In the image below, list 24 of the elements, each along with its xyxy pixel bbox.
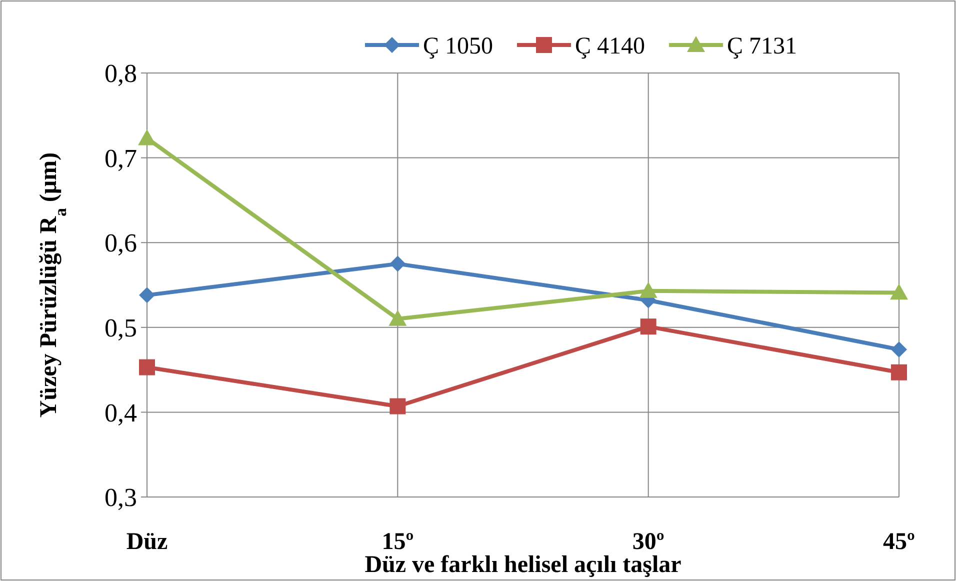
- point: [139, 287, 155, 304]
- x-tick-label: 15º: [382, 529, 414, 555]
- y-tick-label: 0,7: [104, 144, 137, 173]
- point: [640, 318, 656, 335]
- legend-label: Ç 1050: [423, 33, 494, 60]
- point: [891, 341, 907, 358]
- y-tick-label: 0,8: [104, 59, 137, 88]
- point: [639, 282, 658, 298]
- point: [891, 364, 907, 380]
- x-tick-label: 30º: [632, 529, 664, 555]
- x-axis-title: Düz ve farklı helisel açılı taşlar: [364, 552, 682, 578]
- y-tick-label: 0,6: [104, 228, 137, 258]
- point: [890, 284, 908, 300]
- point: [390, 256, 406, 272]
- x-tick-label: Düz: [126, 529, 168, 555]
- y-tick-label: 0,5: [104, 314, 137, 342]
- point: [388, 310, 407, 326]
- y-tick-label: 0,4: [104, 398, 137, 428]
- legend-label: Ç 4140: [575, 33, 646, 60]
- x-tick-label: 45º: [883, 529, 916, 555]
- legend-label: Ç 7131: [727, 33, 798, 60]
- point: [139, 359, 155, 376]
- y-tick-label: 0,3: [104, 483, 137, 512]
- point: [390, 398, 406, 414]
